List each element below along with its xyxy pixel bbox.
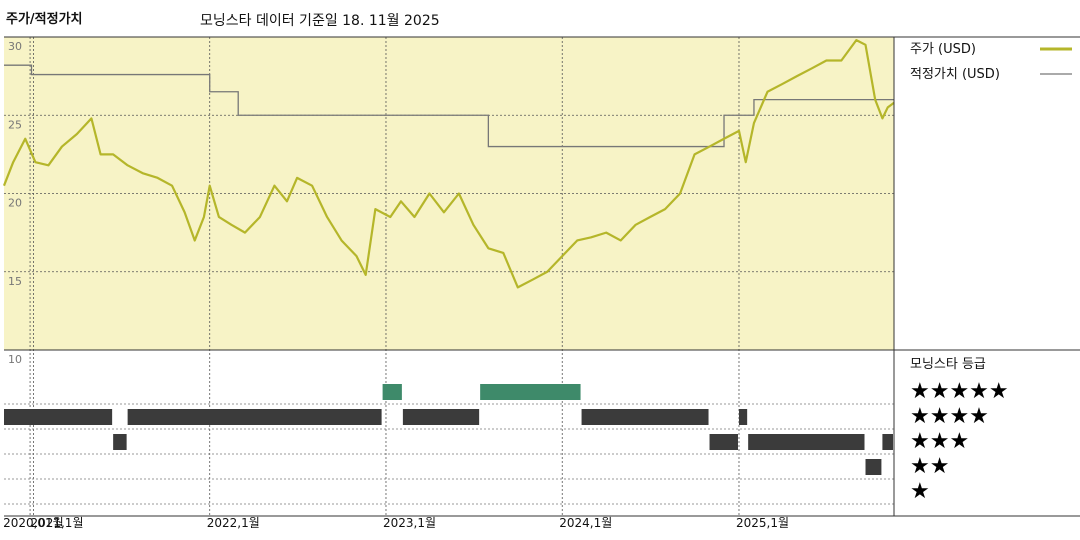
chart-title: 모닝스타 데이터 기준일 18. 11월 2025 — [200, 13, 440, 29]
y-tick-label: 20 — [8, 197, 22, 210]
y-tick-label: 15 — [8, 275, 22, 288]
rating-bar-4-star — [4, 409, 113, 425]
x-tick-label: 2022,1월 — [207, 516, 260, 530]
y-axis-ticks: 10 15 20 25 30 — [8, 40, 22, 366]
rating-bar-2-star — [865, 459, 882, 475]
rating-4-stars: ★★★★ — [910, 404, 989, 429]
legend: 주가 (USD) 적정가치 (USD) 모닝스타 등급 ★★★★★ ★★★★ ★… — [910, 42, 1072, 504]
gridlines — [4, 37, 894, 516]
rating-bar-4-star — [581, 409, 709, 425]
rating-bar-3-star — [882, 434, 893, 450]
rating-bar-3-star — [748, 434, 865, 450]
price-line — [2, 39, 895, 289]
rating-2-stars: ★★ — [910, 454, 949, 479]
x-tick-label: 2024,1월 — [559, 516, 612, 530]
legend-fair-value-label: 적정가치 (USD) — [910, 67, 1000, 82]
x-tick-label: 2023,1월 — [383, 516, 436, 530]
rating-bar-4-star — [127, 409, 382, 425]
rating-bar-5-star — [480, 384, 581, 400]
rating-bar-3-star — [709, 434, 738, 450]
rating-3-stars: ★★★ — [910, 429, 969, 454]
y-tick-label: 30 — [8, 40, 22, 53]
rating-bar-3-star — [113, 434, 127, 450]
rating-bars — [4, 384, 893, 475]
rating-1-star: ★ — [910, 479, 930, 504]
x-tick-label: 2020,01월 — [3, 516, 64, 530]
chart-left-label: 주가/적정가치 — [6, 12, 83, 27]
legend-price-label: 주가 (USD) — [910, 42, 976, 57]
rating-bar-4-star — [738, 409, 748, 425]
fair-value-line — [4, 64, 894, 148]
rating-legend-title: 모닝스타 등급 — [910, 357, 986, 372]
y-tick-label: 25 — [8, 118, 22, 131]
y-tick-label: 10 — [8, 353, 22, 366]
rating-bar-4-star — [402, 409, 480, 425]
rating-bar-5-star — [382, 384, 402, 400]
x-tick-label: 2025,1월 — [736, 516, 789, 530]
x-tick-label: 2021,1월 — [30, 516, 83, 530]
series-lines — [2, 39, 895, 289]
rating-5-stars: ★★★★★ — [910, 379, 1009, 404]
